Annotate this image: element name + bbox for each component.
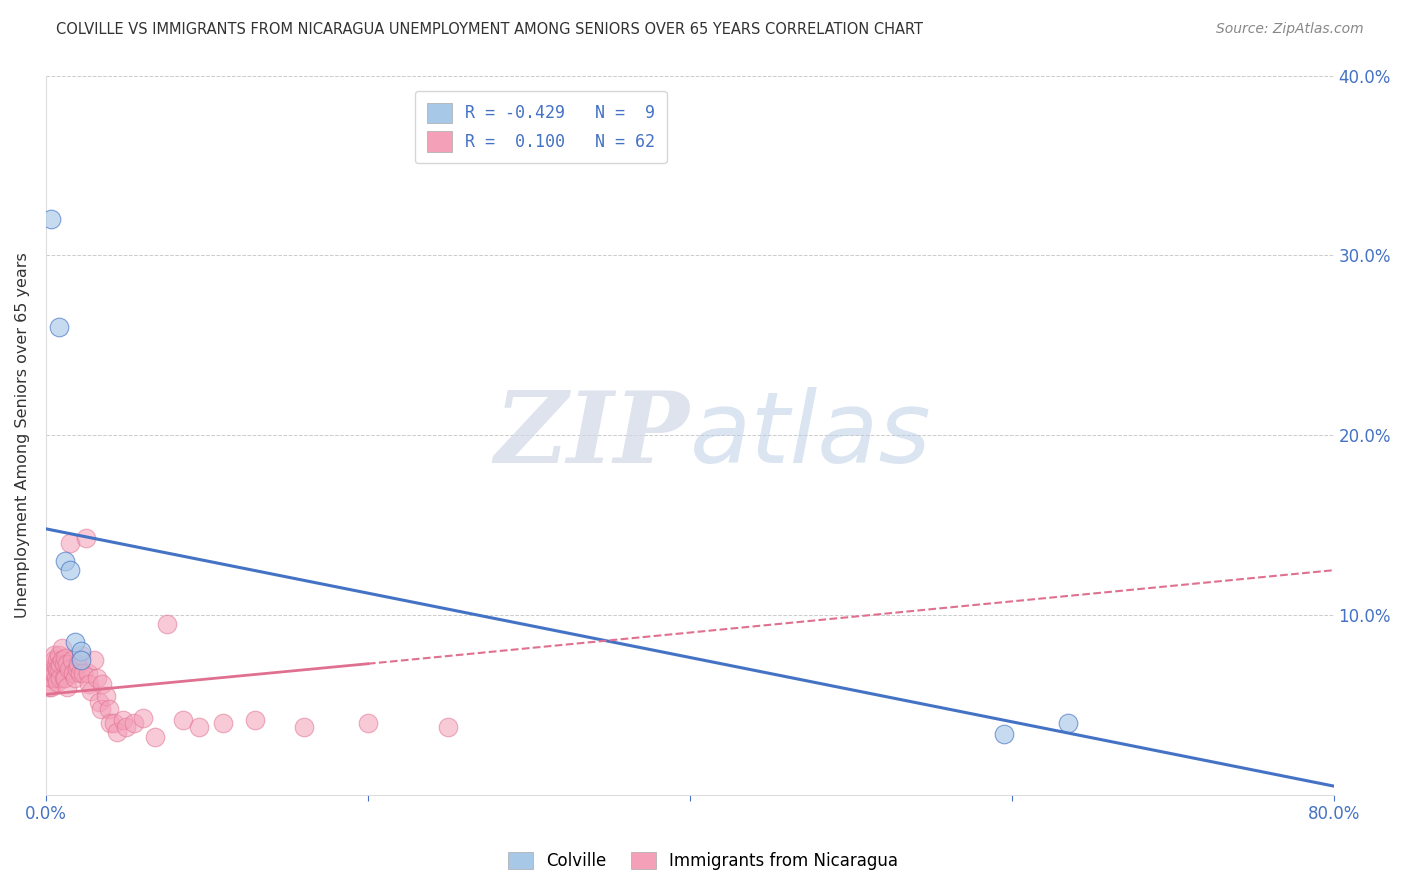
Point [90,702,112,716]
Point [70,648,93,662]
Point [87,694,110,708]
Legend: R = -0.429   N =  9, R =  0.100   N = 62: R = -0.429 N = 9, R = 0.100 N = 62 [415,91,666,163]
Point [83,653,105,667]
Point [52,657,75,671]
Point [53,651,76,665]
Point [75,531,97,545]
Point [98,716,121,731]
Point [45,671,67,685]
Point [124,716,146,731]
Point [51,640,73,655]
Point [48,648,70,662]
Point [46,653,69,667]
Point [103,716,125,731]
Point [49,671,72,685]
Point [80,683,103,698]
Point [56,657,79,671]
Point [86,671,108,685]
Point [172,713,194,727]
Point [187,720,209,734]
Point [357,716,380,731]
Point [48,662,70,676]
Point [49,657,72,671]
Y-axis label: Unemployment Among Seniors over 65 years: Unemployment Among Seniors over 65 years [15,252,30,618]
Point [41,662,63,676]
Point [156,617,179,632]
Point [58,662,80,676]
Point [59,563,82,577]
Point [63,671,86,685]
Point [1057,716,1080,731]
Point [212,716,235,731]
Point [60,653,83,667]
Point [94,689,117,703]
Point [72,665,94,680]
Point [115,720,138,734]
Point [70,653,93,667]
Point [97,702,120,716]
Point [41,671,63,685]
Point [52,671,75,685]
Point [131,711,153,725]
Point [46,662,69,676]
Point [105,725,128,739]
Point [39,680,62,694]
Point [48,320,70,334]
Point [292,720,315,734]
Text: ZIP: ZIP [495,387,690,483]
Point [45,658,67,673]
Point [145,731,167,745]
Point [79,676,101,690]
Point [62,665,84,680]
Point [42,648,65,662]
Point [437,720,460,734]
Point [245,713,267,727]
Point [76,665,98,680]
Point [63,635,86,649]
Point [69,665,91,680]
Point [51,653,73,667]
Text: Source: ZipAtlas.com: Source: ZipAtlas.com [1216,22,1364,37]
Point [53,554,76,568]
Point [993,727,1015,741]
Legend: Colville, Immigrants from Nicaragua: Colville, Immigrants from Nicaragua [501,845,905,877]
Point [46,674,69,689]
Point [42,653,65,667]
Point [67,657,90,671]
Point [70,644,93,658]
Text: atlas: atlas [690,387,931,483]
Point [56,680,79,694]
Point [53,671,76,685]
Point [39,212,62,227]
Point [38,680,60,694]
Point [42,665,65,680]
Point [59,536,82,550]
Point [65,662,87,676]
Text: COLVILLE VS IMMIGRANTS FROM NICARAGUA UNEMPLOYMENT AMONG SENIORS OVER 65 YEARS C: COLVILLE VS IMMIGRANTS FROM NICARAGUA UN… [56,22,924,37]
Point [91,676,114,690]
Point [39,671,62,685]
Point [112,713,135,727]
